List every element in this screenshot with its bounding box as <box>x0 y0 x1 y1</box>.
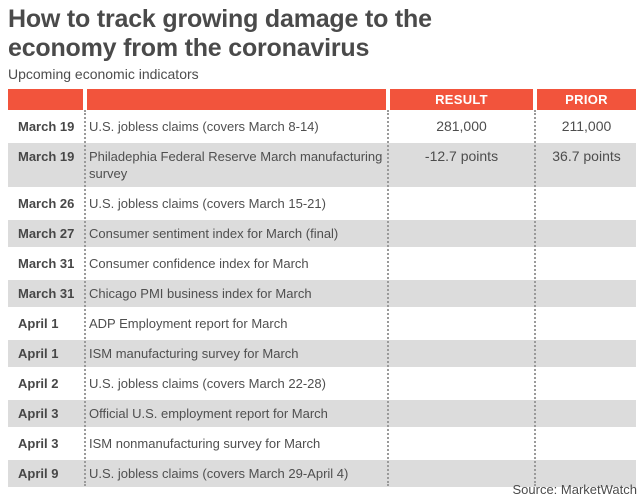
row-indicator: U.S. jobless claims (covers March 8-14) <box>89 119 319 134</box>
table-row: March 26 U.S. jobless claims (covers Mar… <box>8 190 636 217</box>
table-row: March 19 Philadephia Federal Reserve Mar… <box>8 143 636 187</box>
table-row: April 1 ADP Employment report for March <box>8 310 636 337</box>
row-indicator: ISM manufacturing survey for March <box>89 346 299 361</box>
page-subtitle: Upcoming economic indicators <box>8 66 199 82</box>
table-row: April 1 ISM manufacturing survey for Mar… <box>8 340 636 367</box>
row-date: April 1 <box>18 346 59 361</box>
table-body: March 19 U.S. jobless claims (covers Mar… <box>8 113 636 487</box>
row-date: April 9 <box>18 466 59 481</box>
table-row: March 31 Chicago PMI business index for … <box>8 280 636 307</box>
row-date: April 1 <box>18 316 59 331</box>
row-date: April 3 <box>18 436 59 451</box>
table-header-row: RESULT PRIOR <box>8 89 636 110</box>
row-indicator: ADP Employment report for March <box>89 316 288 331</box>
row-date: March 31 <box>18 286 75 301</box>
row-date: March 19 <box>18 149 75 164</box>
row-indicator: Chicago PMI business index for March <box>89 286 312 301</box>
header-cell-indicator <box>87 89 386 110</box>
row-result-value: -12.7 points <box>424 148 499 164</box>
table-row: April 3 ISM nonmanufacturing survey for … <box>8 430 636 457</box>
row-date: April 2 <box>18 376 59 391</box>
header-cell-result: RESULT <box>390 89 533 110</box>
row-date: March 27 <box>18 226 75 241</box>
table-row: April 2 U.S. jobless claims (covers Marc… <box>8 370 636 397</box>
row-indicator: Consumer sentiment index for March (fina… <box>89 226 339 241</box>
page-title-line-1: How to track growing damage to the <box>8 5 432 33</box>
table-row: March 31 Consumer confidence index for M… <box>8 250 636 277</box>
row-indicator: U.S. jobless claims (covers March 22-28) <box>89 376 326 391</box>
row-date: April 3 <box>18 406 59 421</box>
row-indicator: Consumer confidence index for March <box>89 256 309 271</box>
row-date: March 31 <box>18 256 75 271</box>
source-credit: Source: MarketWatch <box>512 482 637 497</box>
table-row: March 19 U.S. jobless claims (covers Mar… <box>8 113 636 140</box>
row-indicator: Philadephia Federal Reserve March manufa… <box>89 149 383 181</box>
row-date: March 26 <box>18 196 75 211</box>
row-indicator: ISM nonmanufacturing survey for March <box>89 436 321 451</box>
header-cell-prior: PRIOR <box>537 89 636 110</box>
row-prior-value: 36.7 points <box>552 148 621 164</box>
header-cell-date <box>8 89 83 110</box>
row-date: March 19 <box>18 119 75 134</box>
page-title-line-2: economy from the coronavirus <box>8 34 370 62</box>
row-result-value: 281,000 <box>436 118 487 134</box>
row-prior-value: 211,000 <box>561 118 612 134</box>
table-row: March 27 Consumer sentiment index for Ma… <box>8 220 636 247</box>
table-row: April 3 Official U.S. employment report … <box>8 400 636 427</box>
table-row: April 9 U.S. jobless claims (covers Marc… <box>8 460 636 487</box>
page-title: How to track growing damage to the econo… <box>8 5 630 63</box>
row-indicator: U.S. jobless claims (covers March 29-Apr… <box>89 466 349 481</box>
row-indicator: Official U.S. employment report for Marc… <box>89 406 328 421</box>
row-indicator: U.S. jobless claims (covers March 15-21) <box>89 196 326 211</box>
indicators-table: RESULT PRIOR March 19 U.S. jobless claim… <box>8 89 636 487</box>
